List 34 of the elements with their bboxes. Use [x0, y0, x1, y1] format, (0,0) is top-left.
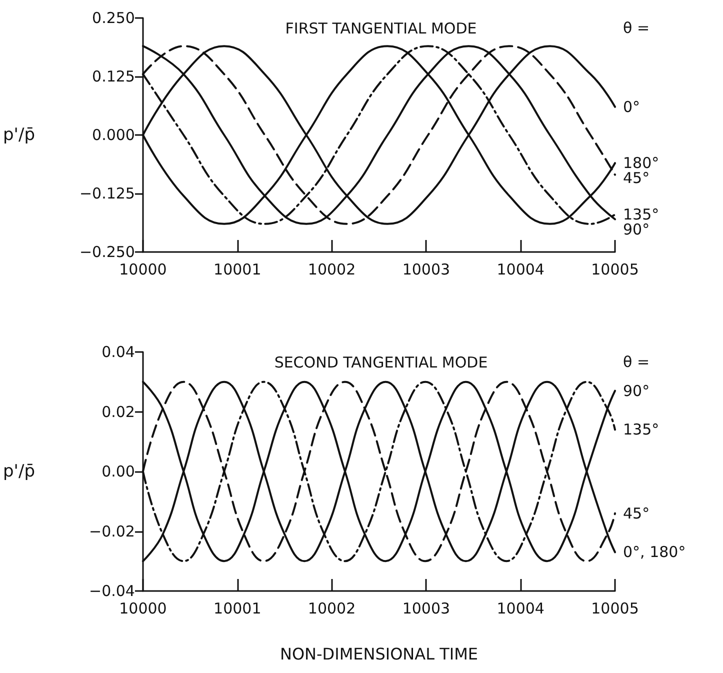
y-tick-label: 0.125 [92, 68, 135, 86]
y-axis-title: p'/p̄ [3, 462, 35, 482]
x-tick-label: 10005 [591, 600, 639, 618]
y-axis-title: p'/p̄ [3, 125, 35, 145]
y-tick-label: 0.250 [92, 9, 135, 27]
x-tick-label: 10004 [496, 600, 544, 618]
x-tick-label: 10000 [119, 260, 167, 278]
x-tick-label: 10004 [496, 260, 544, 278]
x-tick-label: 10001 [214, 260, 262, 278]
x-tick-label: 10002 [308, 600, 356, 618]
x-axis-title: NON-DIMENSIONAL TIME [280, 644, 478, 664]
y-tick-label: 0.04 [102, 343, 135, 361]
chart-title: FIRST TANGENTIAL MODE [285, 20, 477, 38]
x-tick-label: 10005 [591, 260, 639, 278]
y-tick-label: 0.00 [102, 462, 135, 480]
chart-title: SECOND TANGENTIAL MODE [274, 354, 488, 372]
text: θ = [623, 19, 650, 37]
y-tick-label: −0.125 [79, 184, 135, 202]
x-tick-label: 10000 [119, 600, 167, 618]
y-tick-label: 0.02 [102, 402, 135, 421]
y-tick-label: −0.04 [89, 582, 135, 600]
y-tick-label: 0.000 [92, 126, 135, 144]
x-tick-label: 10003 [402, 260, 450, 278]
series-label: 135° [623, 420, 660, 439]
y-tick-label: −0.02 [89, 522, 135, 540]
series-label: 0°, 180° [623, 543, 686, 562]
x-tick-label: 10001 [214, 600, 262, 618]
x-tick-label: 10003 [402, 600, 450, 618]
series-label: 45° [623, 504, 650, 522]
y-tick-label: −0.250 [79, 243, 135, 261]
series-label: 90° [623, 382, 650, 400]
text: θ = [623, 353, 650, 371]
series-label: 0° [623, 98, 640, 116]
x-tick-label: 10002 [308, 260, 356, 278]
